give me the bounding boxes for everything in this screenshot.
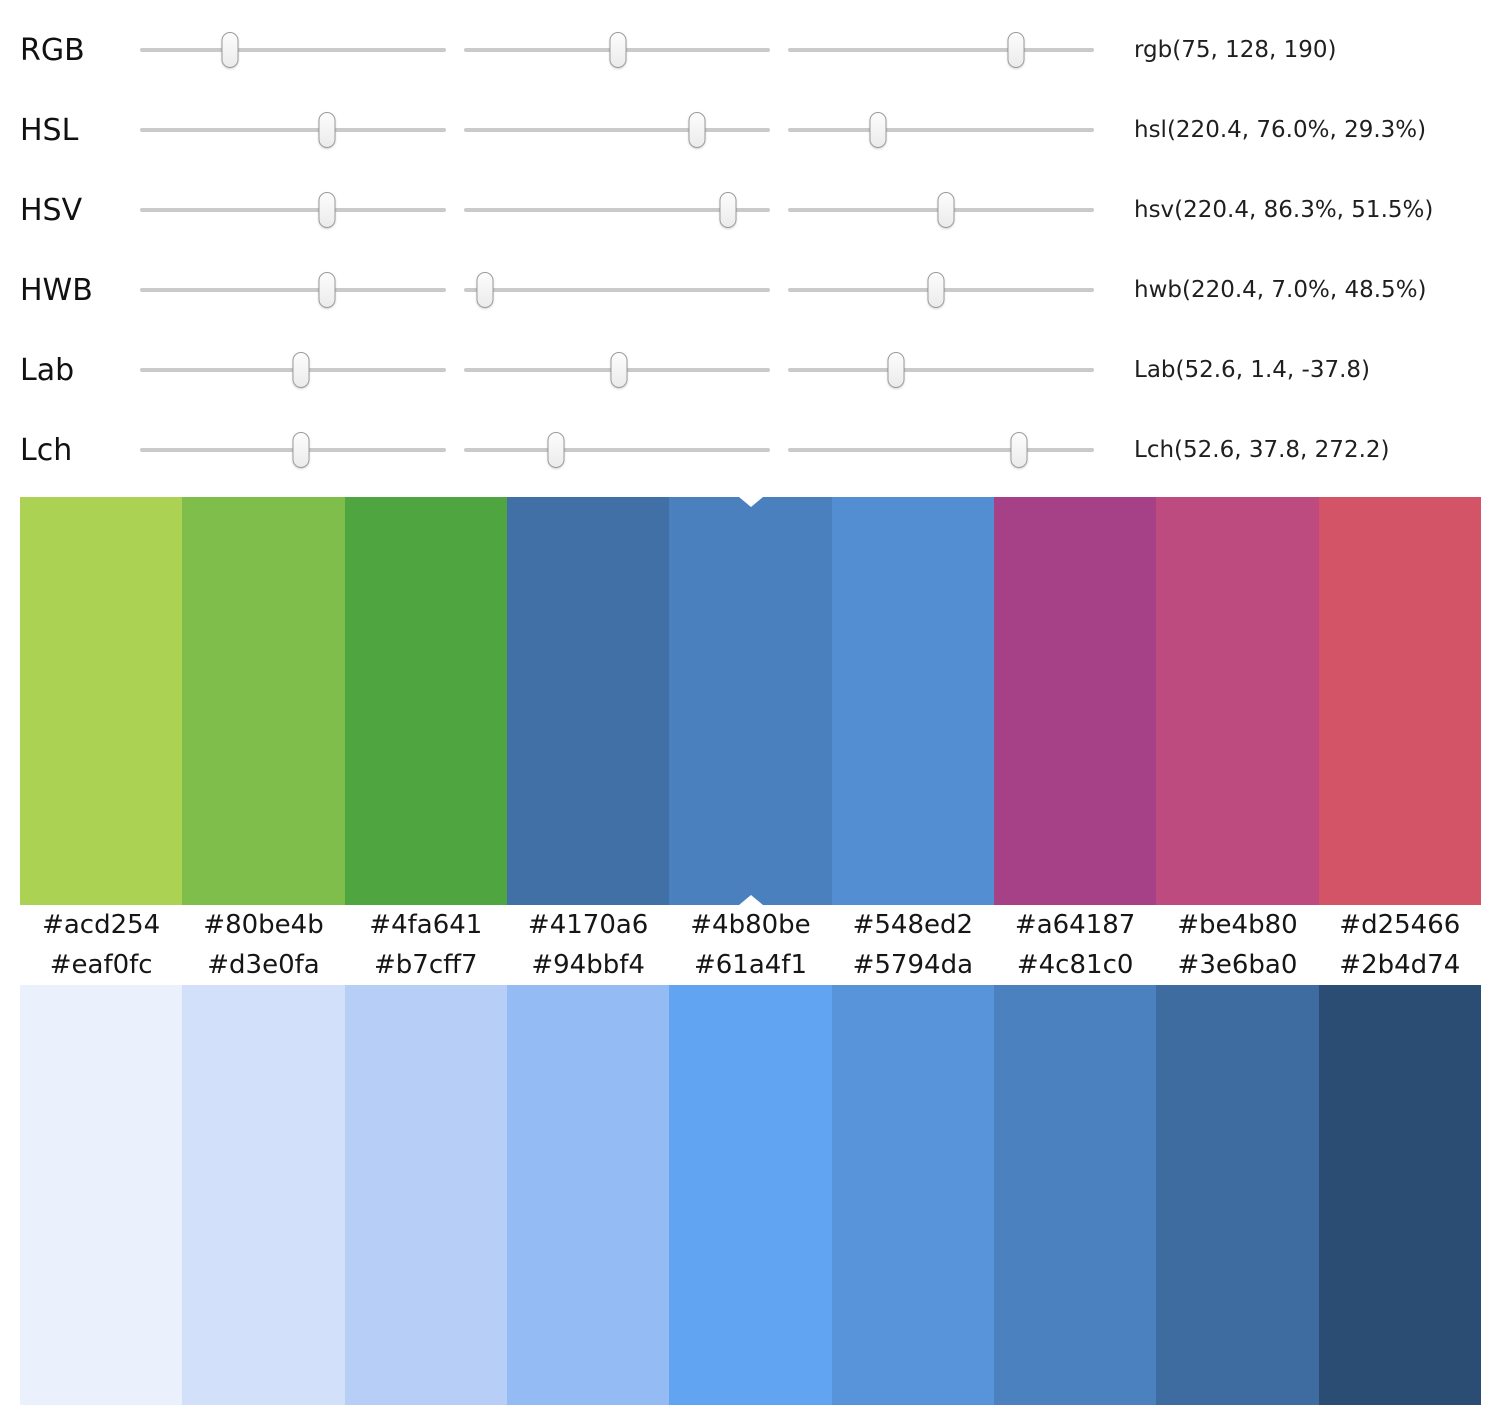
hex-label: #d3e0fa	[207, 950, 320, 980]
color-model-label: RGB	[20, 32, 85, 68]
hue-swatch[interactable]	[669, 497, 832, 905]
hex-label: #94bbf4	[531, 950, 645, 980]
slider-track[interactable]	[464, 112, 770, 148]
slider-thumb[interactable]	[927, 272, 945, 308]
lightness-swatch[interactable]	[993, 985, 1157, 1405]
slider-row-hwb: HWB hwb(220.4, 7.0%, 48.5%)	[20, 250, 1501, 330]
selected-swatch-marker-top	[738, 497, 763, 507]
hue-swatch[interactable]	[1318, 497, 1481, 905]
slider-track[interactable]	[140, 192, 446, 228]
slider-panel: RGB rgb(75, 128, 190) HSL hsl(220.4, 76.…	[0, 0, 1501, 490]
hue-swatch[interactable]	[182, 497, 345, 905]
hex-label: #3e6ba0	[1177, 950, 1298, 980]
hex-label: #80be4b	[203, 910, 324, 940]
slider-track[interactable]	[464, 272, 770, 308]
hue-swatch[interactable]	[831, 497, 994, 905]
slider-track[interactable]	[788, 112, 1094, 148]
slider-track[interactable]	[788, 272, 1094, 308]
slider-thumb[interactable]	[547, 432, 565, 468]
color-model-label: HWB	[20, 272, 93, 308]
hex-label: #eaf0fc	[49, 950, 153, 980]
slider-thumb[interactable]	[887, 352, 905, 388]
slider-thumb[interactable]	[610, 352, 628, 388]
slider-thumb[interactable]	[688, 112, 706, 148]
slider-track[interactable]	[788, 432, 1094, 468]
hue-swatch[interactable]	[993, 497, 1157, 905]
slider-thumb[interactable]	[1010, 432, 1028, 468]
slider-track[interactable]	[788, 192, 1094, 228]
hex-label: #be4b80	[1177, 910, 1298, 940]
lightness-swatch[interactable]	[506, 985, 670, 1405]
color-model-label: Lab	[20, 352, 75, 388]
color-model-label: Lch	[20, 432, 73, 468]
color-value-text: Lch(52.6, 37.8, 272.2)	[1134, 437, 1390, 463]
color-value-text: hsv(220.4, 86.3%, 51.5%)	[1134, 197, 1434, 223]
slider-thumb[interactable]	[292, 352, 310, 388]
slider-thumb[interactable]	[869, 112, 887, 148]
hue-swatch[interactable]	[20, 497, 183, 905]
hex-label: #61a4f1	[693, 950, 807, 980]
hex-label: #4b80be	[690, 910, 811, 940]
hue-swatch[interactable]	[1156, 497, 1319, 905]
color-value-text: hsl(220.4, 76.0%, 29.3%)	[1134, 117, 1427, 143]
slider-track[interactable]	[788, 352, 1094, 388]
slider-thumb[interactable]	[719, 192, 737, 228]
hex-label: #b7cff7	[374, 950, 478, 980]
slider-row-rgb: RGB rgb(75, 128, 190)	[20, 10, 1501, 90]
slider-track[interactable]	[140, 352, 446, 388]
slider-thumb[interactable]	[318, 192, 336, 228]
slider-track[interactable]	[464, 432, 770, 468]
slider-thumb[interactable]	[292, 432, 310, 468]
slider-track[interactable]	[464, 352, 770, 388]
slider-thumb[interactable]	[1007, 32, 1025, 68]
lightness-hex-labels: #eaf0fc #d3e0fa #b7cff7 #94bbf4 #61a4f1 …	[20, 945, 1481, 985]
slider-thumb[interactable]	[476, 272, 494, 308]
hex-label: #d25466	[1339, 910, 1461, 940]
color-value-text: rgb(75, 128, 190)	[1134, 37, 1337, 63]
lightness-scale-strip	[20, 985, 1481, 1405]
slider-thumb[interactable]	[318, 272, 336, 308]
lightness-swatch[interactable]	[831, 985, 994, 1405]
hue-hex-labels: #acd254 #80be4b #4fa641 #4170a6 #4b80be …	[20, 905, 1481, 945]
slider-thumb[interactable]	[318, 112, 336, 148]
selected-swatch-marker-bottom	[738, 895, 763, 905]
hex-label: #5794da	[852, 950, 973, 980]
slider-row-lab: Lab Lab(52.6, 1.4, -37.8)	[20, 330, 1501, 410]
slider-track[interactable]	[140, 32, 446, 68]
lightness-swatch[interactable]	[669, 985, 832, 1405]
lightness-swatch[interactable]	[344, 985, 507, 1405]
color-value-text: Lab(52.6, 1.4, -37.8)	[1134, 357, 1370, 383]
slider-track[interactable]	[464, 192, 770, 228]
hue-swatch[interactable]	[344, 497, 507, 905]
color-model-label: HSL	[20, 112, 79, 148]
hex-label: #2b4d74	[1339, 950, 1461, 980]
hex-label: #a64187	[1014, 910, 1136, 940]
hex-label: #548ed2	[852, 910, 974, 940]
hue-scale-strip	[20, 497, 1481, 905]
slider-track[interactable]	[140, 272, 446, 308]
hue-swatch[interactable]	[506, 497, 670, 905]
color-value-text: hwb(220.4, 7.0%, 48.5%)	[1134, 277, 1427, 303]
hex-label: #4170a6	[527, 910, 649, 940]
hex-label: #4c81c0	[1016, 950, 1134, 980]
hex-label: #acd254	[42, 910, 161, 940]
color-model-label: HSV	[20, 192, 83, 228]
lightness-swatch[interactable]	[1156, 985, 1319, 1405]
hex-label: #4fa641	[369, 910, 483, 940]
slider-row-hsl: HSL hsl(220.4, 76.0%, 29.3%)	[20, 90, 1501, 170]
slider-track[interactable]	[788, 32, 1094, 68]
lightness-swatch[interactable]	[20, 985, 183, 1405]
slider-thumb[interactable]	[937, 192, 955, 228]
slider-row-lch: Lch Lch(52.6, 37.8, 272.2)	[20, 410, 1501, 490]
slider-track[interactable]	[140, 432, 446, 468]
lightness-swatch[interactable]	[182, 985, 345, 1405]
slider-thumb[interactable]	[221, 32, 239, 68]
slider-thumb[interactable]	[609, 32, 627, 68]
slider-row-hsv: HSV hsv(220.4, 86.3%, 51.5%)	[20, 170, 1501, 250]
lightness-swatch[interactable]	[1318, 985, 1481, 1405]
slider-track[interactable]	[140, 112, 446, 148]
slider-track[interactable]	[464, 32, 770, 68]
